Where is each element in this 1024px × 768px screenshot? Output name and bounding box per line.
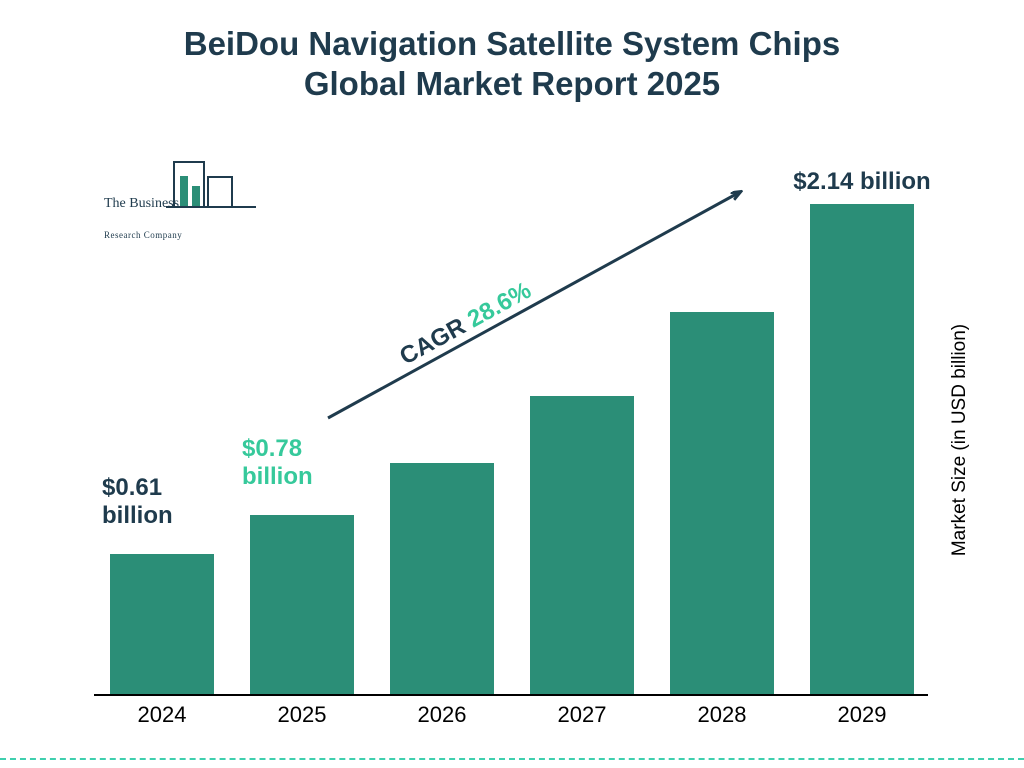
- chart-canvas: BeiDou Navigation Satellite System Chips…: [0, 0, 1024, 768]
- bar-2029: [810, 204, 914, 694]
- x-tick-2029: 2029: [800, 702, 924, 728]
- bar-2026: [390, 463, 494, 694]
- bar-2027: [530, 396, 634, 694]
- value-callout-2024: $0.61 billion: [102, 474, 222, 530]
- bar-2024: [110, 554, 214, 694]
- x-tick-2028: 2028: [660, 702, 784, 728]
- x-tick-2026: 2026: [380, 702, 504, 728]
- value-callout-2029: $2.14 billion: [770, 168, 954, 196]
- footer-divider: [0, 758, 1024, 760]
- bar-2025: [250, 515, 354, 694]
- x-tick-2025: 2025: [240, 702, 364, 728]
- x-tick-2024: 2024: [100, 702, 224, 728]
- x-tick-2027: 2027: [520, 702, 644, 728]
- value-callout-2025: $0.78 billion: [242, 435, 362, 491]
- bar-2028: [670, 312, 774, 694]
